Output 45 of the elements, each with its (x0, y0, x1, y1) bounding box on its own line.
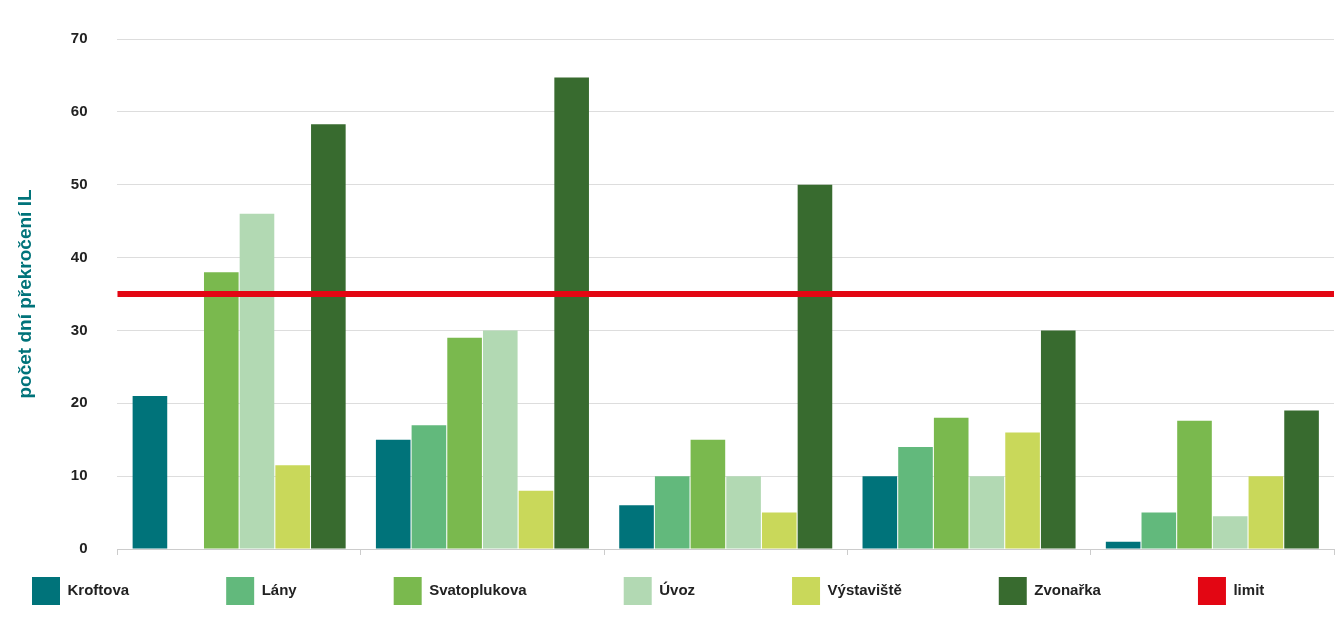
bar (518, 490, 554, 549)
legend-label: limit (1233, 581, 1265, 599)
bar (1105, 541, 1141, 549)
y-tick-label: 20 (70, 393, 88, 411)
bar (203, 272, 239, 549)
bar (761, 512, 797, 549)
bar (898, 447, 933, 549)
y-tick-label: 50 (70, 174, 88, 192)
bar (1040, 330, 1076, 549)
y-axis-title: počet dní překročení IL (13, 189, 35, 399)
bar (1177, 420, 1212, 549)
bar (690, 439, 726, 549)
bar (311, 124, 346, 549)
y-tick-label: 70 (70, 29, 88, 47)
legend-label: Svatoplukova (429, 581, 602, 599)
y-tick-label: 30 (70, 320, 88, 338)
bar (1284, 410, 1319, 549)
legend-label: Kroftova (67, 581, 205, 599)
bar (654, 476, 690, 549)
bar (275, 465, 310, 549)
bar (447, 337, 482, 549)
bar (862, 476, 898, 549)
bar (132, 396, 168, 549)
bar (726, 476, 761, 549)
bar (1141, 512, 1177, 549)
bar (933, 417, 969, 549)
legend-label: Zvonařka (1034, 581, 1176, 599)
bar (482, 330, 518, 549)
y-tick-label: 60 (70, 102, 88, 119)
bar (411, 425, 447, 549)
bar (969, 476, 1005, 549)
legend-label: Výstaviště (827, 581, 977, 599)
bar (1248, 476, 1284, 549)
legend-label: Úvoz (659, 581, 771, 599)
bar (1212, 516, 1248, 549)
bar (554, 77, 589, 549)
bar (797, 184, 833, 549)
bar (375, 439, 411, 549)
y-tick-label: 40 (70, 247, 88, 265)
y-tick-label: 0 (79, 539, 88, 557)
bar (1005, 432, 1040, 549)
y-tick-label: 10 (70, 466, 88, 484)
bar (619, 505, 654, 549)
legend-label: Lány (261, 581, 372, 599)
bar (239, 213, 275, 549)
